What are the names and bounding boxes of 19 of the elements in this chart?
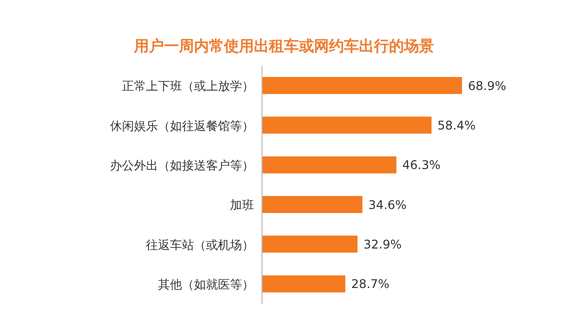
bar [262, 236, 358, 253]
data-label: 68.9% [468, 78, 506, 93]
y-tick-label: 正常上下班（或上放学） [122, 79, 254, 94]
y-tick-label: 其他（如就医等） [158, 277, 254, 292]
bar [262, 275, 346, 292]
y-tick-label: 办公外出（如接送客户等） [110, 158, 254, 172]
chart-title: 用户一周内常使用出租车或网约车出行的场景 [132, 37, 435, 56]
bar [262, 196, 362, 213]
data-label: 32.9% [364, 237, 402, 252]
data-label: 58.4% [438, 118, 476, 132]
data-label: 34.6% [368, 198, 407, 212]
bar [262, 116, 432, 134]
y-tick-label: 休闲娱乐（如往返餐馆等） [110, 118, 254, 133]
y-tick-label: 往返车站（或机场） [146, 238, 254, 252]
y-tick-label: 加班 [230, 198, 254, 212]
data-label: 46.3% [402, 158, 441, 172]
data-label: 28.7% [351, 277, 390, 292]
bar [262, 156, 396, 174]
bar [262, 77, 462, 94]
